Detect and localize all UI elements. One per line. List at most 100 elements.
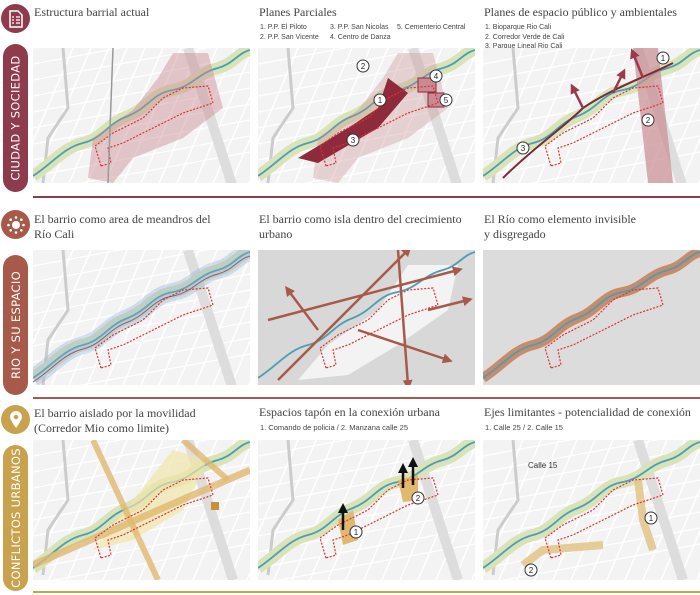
barrio-outline <box>319 287 439 369</box>
barrio-outline <box>319 85 439 167</box>
legend-item: 4. Centro de Danza <box>330 33 391 41</box>
map-drawing: Calle 15 1 2 <box>483 440 700 580</box>
highway <box>183 250 237 385</box>
eje-calle-15 <box>520 541 604 569</box>
number-marker: 2 <box>641 113 655 127</box>
section-divider <box>33 591 700 593</box>
title-line: Estructura barrial actual <box>34 5 150 19</box>
svg-text:2: 2 <box>416 494 421 503</box>
highway <box>408 48 462 183</box>
legend-item: 2. P.P. San Vicente <box>260 33 319 41</box>
number-marker: 1 <box>349 525 363 539</box>
street-grid <box>483 440 700 580</box>
plan-parcial-area <box>298 78 408 163</box>
title-line: y disgregado <box>484 227 546 241</box>
section-label-ciudad-y-sociedad: CIUDAD Y SOCIEDAD <box>3 44 28 192</box>
number-marker: 2 <box>411 491 425 505</box>
svg-text:4: 4 <box>434 72 439 81</box>
number-marker: 4 <box>429 69 443 83</box>
number-marker: 5 <box>439 93 453 107</box>
panel-title: Ejes limitantes - potencialidad de conex… <box>484 405 698 420</box>
svg-text:1: 1 <box>354 528 359 537</box>
barrio-outline <box>94 287 214 369</box>
panel-title: Planes Parciales <box>259 5 473 20</box>
flow-arrow <box>630 48 645 79</box>
map-drawing <box>258 250 475 385</box>
corredor-mio <box>33 466 250 569</box>
map-drawing <box>33 250 250 385</box>
panel-title: El barrio como isla dentro del crecimien… <box>259 212 473 242</box>
movilidad-axis <box>90 440 161 580</box>
barrio-outline <box>544 477 664 559</box>
axis-arrow <box>107 48 114 183</box>
title-line: Río Cali <box>34 227 75 241</box>
legend-list: 5. Cementerio Central <box>397 23 465 33</box>
map-espacio-publico: 1 2 3 <box>483 48 700 183</box>
map-rio-invisible <box>483 250 700 385</box>
section-label-text: RIO Y SU ESPACIO <box>8 271 23 379</box>
panel-title: Estructura barrial actual <box>34 5 248 20</box>
highway <box>183 48 237 183</box>
flow-arrow <box>570 83 585 109</box>
legend-list: 1. P.P. El Piloto 2. P.P. San Vicente <box>260 23 319 42</box>
section-label-text: CIUDAD Y SOCIEDAD <box>8 55 23 181</box>
map-drawing <box>33 48 250 183</box>
section-divider <box>33 196 700 198</box>
panel-subtitle: 1. Comando de policia / 2. Manzana calle… <box>260 423 408 433</box>
title-line: Planes Parciales <box>259 5 337 19</box>
legend-item: 3. P.P. San Nicolas <box>330 24 389 31</box>
subtitle-text: 1. Comando de policia / 2. Manzana calle… <box>260 423 409 432</box>
panel-title: Espacios tapón en la conexión urbana <box>259 405 473 420</box>
number-marker: 1 <box>373 93 387 107</box>
network-nodes-icon <box>1 210 30 239</box>
flow-arrow <box>357 328 453 364</box>
number-marker: 2 <box>524 563 538 577</box>
river <box>33 49 250 177</box>
barrio-outline <box>94 85 214 167</box>
svg-text:2: 2 <box>529 566 534 575</box>
title-line: El barrio aislado por la movilidad <box>34 406 196 420</box>
title-line: Planes de espacio público y ambientales <box>484 5 677 19</box>
meander-area <box>33 250 250 385</box>
legend-item: 1. Bioparque Rio Cali <box>485 24 552 31</box>
legend-list: 3. P.P. San Nicolas 4. Centro de Danza <box>330 23 391 42</box>
river <box>258 441 475 569</box>
legend-item: 2. Corredor Verde de Cali <box>485 33 565 41</box>
street-label: Calle 15 <box>528 461 558 470</box>
barrio-outline <box>544 287 664 369</box>
barrio-outline <box>94 477 214 559</box>
river <box>33 251 250 379</box>
svg-text:1: 1 <box>661 54 666 63</box>
plan-parcial-area <box>417 77 437 93</box>
svg-text:2: 2 <box>646 116 651 125</box>
panel-title: El barrio aislado por la movilidad (Corre… <box>34 406 248 436</box>
svg-text:1: 1 <box>378 96 383 105</box>
corredor-verde <box>633 48 673 183</box>
title-line: El barrio como isla dentro del crecimien… <box>259 212 462 226</box>
highway <box>633 440 688 580</box>
movilidad-axis <box>181 440 230 483</box>
svg-text:2: 2 <box>361 62 366 71</box>
river <box>483 441 700 569</box>
legend-item: 1. P.P. El Piloto <box>260 24 307 31</box>
map-aislado-movilidad <box>33 440 250 580</box>
panel-subtitle: 1. Calle 25 / 2. Calle 15 <box>485 423 563 433</box>
map-estructura-barrial <box>33 48 250 183</box>
section-label-conflictos-urbanos: CONFLICTOS URBANOS <box>3 445 28 591</box>
number-marker: 2 <box>356 59 370 73</box>
title-line: El barrio como area de meandros del <box>34 212 211 226</box>
map-drawing: 1 2 3 4 5 <box>258 48 475 183</box>
title-line: Ejes limitantes - potencialidad de conex… <box>484 405 691 419</box>
legend-item: 5. Cementerio Central <box>397 24 466 31</box>
flow-arrow <box>285 286 319 331</box>
panel-title: El Río como elemento invisible y disgrega… <box>484 212 698 242</box>
eje-calle-25 <box>634 479 657 552</box>
barrio-island <box>298 265 458 380</box>
map-drawing: 12 <box>258 440 475 580</box>
number-marker: 1 <box>656 51 670 65</box>
panel-title: Planes de espacio público y ambientales <box>484 5 698 20</box>
barrio-outline <box>319 477 439 559</box>
map-drawing <box>33 440 250 580</box>
section-label-text: CONFLICTOS URBANOS <box>8 448 23 588</box>
title-line: urbano <box>259 227 293 241</box>
